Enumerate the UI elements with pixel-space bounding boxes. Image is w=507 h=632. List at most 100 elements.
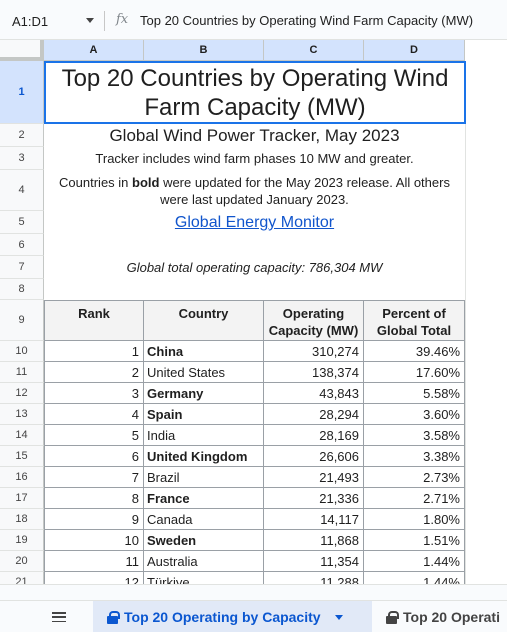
capacity-cell[interactable]: 28,294 (264, 404, 364, 425)
spreadsheet-grid[interactable]: A B C D 1 2 3 4 5 6 7 8 9 10 11 12 13 14 15 16 17 18 19 20 2… (0, 40, 507, 584)
tab-label: Top 20 Operating by Capacity (124, 609, 321, 625)
country-cell[interactable]: Canada (144, 509, 264, 530)
row-header[interactable]: 19 (0, 530, 44, 551)
percent-cell[interactable]: 3.38% (364, 446, 465, 467)
rank-cell[interactable]: 10 (44, 530, 144, 551)
row-header[interactable]: 2 (0, 124, 44, 147)
capacity-cell[interactable]: 28,169 (264, 425, 364, 446)
row-header[interactable]: 15 (0, 446, 44, 467)
country-cell[interactable]: China (144, 341, 264, 362)
capacity-cell[interactable]: 11,868 (264, 530, 364, 551)
update-note-prefix: Countries in (59, 174, 133, 190)
rank-cell[interactable]: 2 (44, 362, 144, 383)
percent-cell[interactable]: 1.51% (364, 530, 465, 551)
header-percent[interactable]: Percent of Global Total (364, 300, 465, 341)
percent-cell[interactable]: 3.58% (364, 425, 465, 446)
country-cell[interactable]: Germany (144, 383, 264, 404)
name-box-reference: A1:D1 (12, 13, 49, 29)
country-cell[interactable]: Sweden (144, 530, 264, 551)
header-country[interactable]: Country (144, 300, 264, 341)
percent-cell[interactable]: 39.46% (364, 341, 465, 362)
tab-top-20-operating-by-capacity[interactable]: Top 20 Operating by Capacity (93, 601, 372, 632)
subtitle-cell[interactable]: Global Wind Power Tracker, May 2023 (109, 125, 400, 145)
capacity-cell[interactable]: 14,117 (264, 509, 364, 530)
country-cell[interactable]: Türkiye (144, 572, 264, 584)
percent-cell[interactable]: 5.58% (364, 383, 465, 404)
capacity-cell[interactable]: 310,274 (264, 341, 364, 362)
link-cell[interactable]: Global Energy Monitor (44, 211, 465, 234)
row-header[interactable]: 18 (0, 509, 44, 530)
rank-cell[interactable]: 7 (44, 467, 144, 488)
country-cell[interactable]: India (144, 425, 264, 446)
row-header[interactable]: 7 (0, 256, 44, 279)
global-total-cell[interactable]: Global total operating capacity: 786,304… (126, 260, 383, 275)
rank-cell[interactable]: 4 (44, 404, 144, 425)
percent-cell[interactable]: 3.60% (364, 404, 465, 425)
percent-cell[interactable]: 1.44% (364, 551, 465, 572)
column-header-b[interactable]: B (144, 40, 264, 61)
row-header[interactable]: 13 (0, 404, 44, 425)
tab-label: Top 20 Operati (403, 609, 500, 625)
country-cell[interactable]: France (144, 488, 264, 509)
select-all-corner[interactable] (0, 40, 44, 61)
percent-cell[interactable]: 17.60% (364, 362, 465, 383)
row-header[interactable]: 9 (0, 300, 44, 341)
column-header-a[interactable]: A (44, 40, 144, 61)
country-cell[interactable]: United Kingdom (144, 446, 264, 467)
threshold-note-cell[interactable]: Tracker includes wind farm phases 10 MW … (95, 151, 414, 166)
formula-input[interactable]: Top 20 Countries by Operating Wind Farm … (140, 13, 474, 28)
rank-cell[interactable]: 11 (44, 551, 144, 572)
country-cell[interactable]: Spain (144, 404, 264, 425)
column-header-d[interactable]: D (364, 40, 465, 61)
tab-top-20-operating[interactable]: Top 20 Operati (384, 601, 507, 632)
update-note-cell[interactable]: Countries in bold were updated for the M… (44, 170, 465, 211)
row-header[interactable]: 10 (0, 341, 44, 362)
rank-cell[interactable]: 1 (44, 341, 144, 362)
title-cell[interactable]: Top 20 Countries by Operating Wind Farm … (44, 61, 466, 124)
row-header[interactable]: 1 (0, 61, 44, 124)
capacity-cell[interactable]: 21,336 (264, 488, 364, 509)
percent-cell[interactable]: 1.44% (364, 572, 465, 584)
lock-icon (386, 610, 399, 624)
name-box[interactable]: A1:D1 (8, 8, 100, 34)
rank-cell[interactable]: 12 (44, 572, 144, 584)
rank-cell[interactable]: 5 (44, 425, 144, 446)
capacity-cell[interactable]: 138,374 (264, 362, 364, 383)
country-cell[interactable]: United States (144, 362, 264, 383)
capacity-cell[interactable]: 11,288 (264, 572, 364, 584)
header-rank[interactable]: Rank (44, 300, 144, 341)
capacity-cell[interactable]: 26,606 (264, 446, 364, 467)
global-energy-monitor-link[interactable]: Global Energy Monitor (174, 213, 335, 231)
percent-cell[interactable]: 2.71% (364, 488, 465, 509)
row-header[interactable]: 17 (0, 488, 44, 509)
row-header[interactable]: 4 (0, 170, 44, 211)
chevron-down-icon[interactable] (86, 18, 94, 23)
row-header[interactable]: 20 (0, 551, 44, 572)
rank-cell[interactable]: 3 (44, 383, 144, 404)
row-header[interactable]: 16 (0, 467, 44, 488)
row-header[interactable]: 8 (0, 279, 44, 300)
row-header[interactable]: 6 (0, 234, 44, 256)
rank-cell[interactable]: 9 (44, 509, 144, 530)
row-header[interactable]: 11 (0, 362, 44, 383)
country-cell[interactable]: Australia (144, 551, 264, 572)
capacity-cell[interactable]: 43,843 (264, 383, 364, 404)
row-header[interactable]: 5 (0, 211, 44, 234)
country-cell[interactable]: Brazil (144, 467, 264, 488)
horizontal-scrollbar[interactable] (0, 584, 507, 600)
sheet-tab-bar: Top 20 Operating by Capacity Top 20 Oper… (0, 600, 507, 632)
all-sheets-menu-icon[interactable] (52, 612, 66, 622)
row-header[interactable]: 12 (0, 383, 44, 404)
row-header[interactable]: 21 (0, 572, 44, 584)
header-capacity[interactable]: Operating Capacity (MW) (264, 300, 364, 341)
percent-cell[interactable]: 1.80% (364, 509, 465, 530)
column-header-c[interactable]: C (264, 40, 364, 61)
row-header[interactable]: 14 (0, 425, 44, 446)
capacity-cell[interactable]: 21,493 (264, 467, 364, 488)
capacity-cell[interactable]: 11,354 (264, 551, 364, 572)
row-header[interactable]: 3 (0, 147, 44, 170)
rank-cell[interactable]: 8 (44, 488, 144, 509)
chevron-down-icon[interactable] (334, 614, 343, 620)
percent-cell[interactable]: 2.73% (364, 467, 465, 488)
rank-cell[interactable]: 6 (44, 446, 144, 467)
